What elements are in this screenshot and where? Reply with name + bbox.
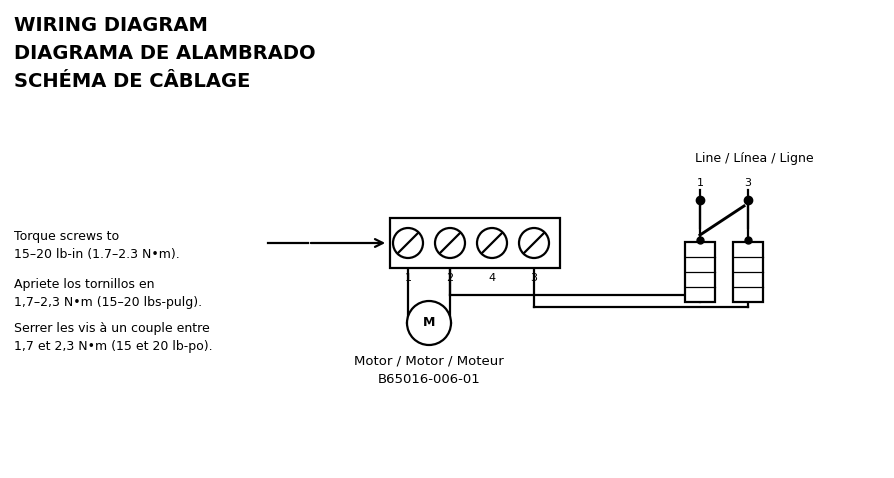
Text: WIRING DIAGRAM: WIRING DIAGRAM (14, 16, 208, 35)
Text: Line / Línea / Ligne: Line / Línea / Ligne (695, 152, 814, 165)
Text: M: M (423, 316, 435, 329)
Text: SCHÉMA DE CÂBLAGE: SCHÉMA DE CÂBLAGE (14, 72, 250, 91)
Circle shape (407, 301, 451, 345)
Circle shape (519, 228, 549, 258)
Bar (390, 218, 560, 268)
Text: Motor / Motor / Moteur
B65016-006-01: Motor / Motor / Moteur B65016-006-01 (354, 355, 504, 386)
Bar (733, 242, 763, 302)
Circle shape (477, 228, 507, 258)
Text: 2: 2 (446, 273, 453, 283)
Circle shape (393, 228, 423, 258)
Text: Apriete los tornillos en
1,7–2,3 N•m (15–20 lbs-pulg).: Apriete los tornillos en 1,7–2,3 N•m (15… (14, 278, 202, 309)
Text: 3: 3 (530, 273, 537, 283)
Text: 1: 1 (404, 273, 411, 283)
Circle shape (435, 228, 465, 258)
Text: Serrer les vis à un couple entre
1,7 et 2,3 N•m (15 et 20 lb-po).: Serrer les vis à un couple entre 1,7 et … (14, 322, 213, 353)
Text: 1: 1 (696, 178, 704, 188)
Text: DIAGRAMA DE ALAMBRADO: DIAGRAMA DE ALAMBRADO (14, 44, 316, 63)
Text: 3: 3 (745, 178, 752, 188)
Bar (685, 242, 715, 302)
Text: 4: 4 (488, 273, 495, 283)
Text: Torque screws to
15–20 lb-in (1.7–2.3 N•m).: Torque screws to 15–20 lb-in (1.7–2.3 N•… (14, 230, 180, 261)
